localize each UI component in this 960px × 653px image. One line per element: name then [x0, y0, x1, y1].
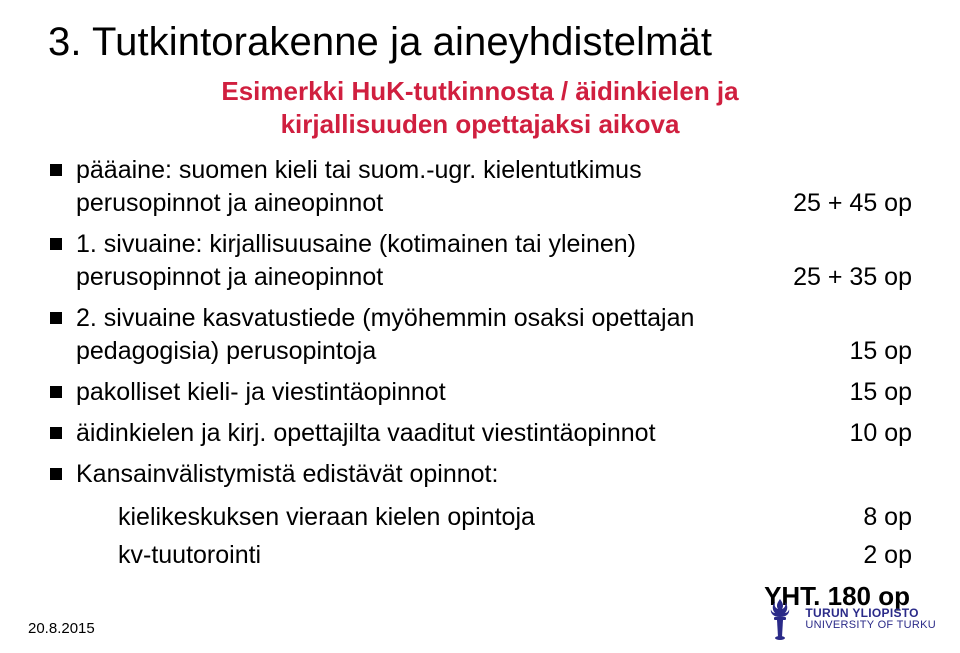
bullet-item-6: Kansainvälistymistä edistävät opinnot: [48, 458, 912, 491]
indent-2-label: kv-tuutorointi [118, 539, 839, 573]
bullet-item-5: äidinkielen ja kirj. opettajilta vaaditu… [48, 417, 912, 450]
subtitle-line-2: kirjallisuuden opettajaksi aikova [281, 109, 680, 139]
bullet-3-label: pedagogisia) perusopintoja [76, 335, 825, 368]
bullet-1-value: 25 + 45 op [769, 187, 912, 220]
bullet-3-row: pedagogisia) perusopintoja 15 op [76, 335, 912, 368]
indent-row-1: kielikeskuksen vieraan kielen opintoja 8… [118, 499, 912, 537]
bullet-1-row: perusopinnot ja aineopinnot 25 + 45 op [76, 187, 912, 220]
bullet-4-label: pakolliset kieli- ja viestintäopinnot [76, 376, 825, 409]
indent-1-value: 8 op [839, 501, 912, 535]
bullet-2-row: perusopinnot ja aineopinnot 25 + 35 op [76, 261, 912, 294]
indent-1-label: kielikeskuksen vieraan kielen opintoja [118, 501, 839, 535]
bullet-item-3: 2. sivuaine kasvatustiede (myöhemmin osa… [48, 302, 912, 368]
subtitle-line-1: Esimerkki HuK-tutkinnosta / äidinkielen … [221, 76, 738, 106]
bullet-2-line-1: 1. sivuaine: kirjallisuusaine (kotimaine… [76, 228, 912, 261]
torch-icon [765, 597, 795, 641]
bullet-3-value: 15 op [825, 335, 912, 368]
bullet-5-value: 10 op [825, 417, 912, 450]
bullet-5-row: äidinkielen ja kirj. opettajilta vaaditu… [76, 417, 912, 450]
bullet-item-2: 1. sivuaine: kirjallisuusaine (kotimaine… [48, 228, 912, 294]
bullet-2-label: perusopinnot ja aineopinnot [76, 261, 769, 294]
indent-block: kielikeskuksen vieraan kielen opintoja 8… [118, 499, 912, 575]
indent-row-2: kv-tuutorointi 2 op [118, 537, 912, 575]
bullet-3-line-1: 2. sivuaine kasvatustiede (myöhemmin osa… [76, 302, 912, 335]
bullet-4-value: 15 op [825, 376, 912, 409]
slide-date: 20.8.2015 [28, 620, 95, 637]
indent-2-value: 2 op [839, 539, 912, 573]
slide-title: 3. Tutkintorakenne ja aineyhdistelmät [48, 20, 912, 65]
logo-line-2: UNIVERSITY OF TURKU [805, 620, 936, 632]
bullet-item-1: pääaine: suomen kieli tai suom.-ugr. kie… [48, 154, 912, 220]
bullet-list: pääaine: suomen kieli tai suom.-ugr. kie… [48, 154, 912, 491]
university-logo: TURUN YLIOPISTO UNIVERSITY OF TURKU [765, 597, 936, 641]
bullet-6-label: Kansainvälistymistä edistävät opinnot: [76, 458, 912, 491]
bullet-4-row: pakolliset kieli- ja viestintäopinnot 15… [76, 376, 912, 409]
bullet-5-label: äidinkielen ja kirj. opettajilta vaaditu… [76, 417, 825, 450]
logo-line-1: TURUN YLIOPISTO [805, 607, 936, 620]
bullet-2-value: 25 + 35 op [769, 261, 912, 294]
slide-subtitle: Esimerkki HuK-tutkinnosta / äidinkielen … [48, 75, 912, 140]
logo-text: TURUN YLIOPISTO UNIVERSITY OF TURKU [805, 607, 936, 631]
bullet-1-label: perusopinnot ja aineopinnot [76, 187, 769, 220]
bullet-item-4: pakolliset kieli- ja viestintäopinnot 15… [48, 376, 912, 409]
bullet-1-line-1: pääaine: suomen kieli tai suom.-ugr. kie… [76, 154, 912, 187]
slide: 3. Tutkintorakenne ja aineyhdistelmät Es… [0, 0, 960, 653]
